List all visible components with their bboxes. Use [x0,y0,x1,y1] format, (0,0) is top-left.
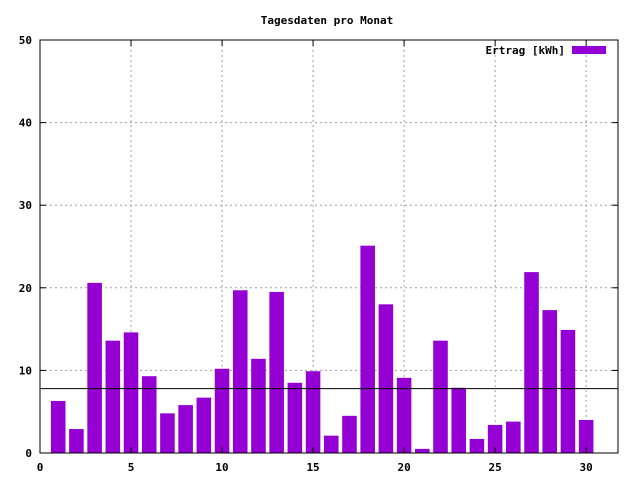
y-tick-label: 0 [25,447,32,460]
chart-title: Tagesdaten pro Monat [261,14,393,27]
x-tick-label: 30 [580,461,593,474]
bar [251,358,266,453]
bar [160,413,175,453]
bar [415,448,430,453]
bar [105,340,121,453]
bar [396,377,412,453]
bar [141,376,157,453]
bar [269,291,284,453]
x-tick-label: 10 [215,461,228,474]
bar [506,421,521,453]
bar [378,304,394,453]
bar [487,424,503,453]
legend: Ertrag [kWh] [486,44,606,57]
bar [196,397,212,453]
bar [542,310,558,453]
bar [178,405,193,453]
y-tick-label: 50 [19,34,32,47]
bar [87,282,102,453]
bar [360,245,375,453]
x-tick-label: 0 [37,461,44,474]
bar [578,419,594,453]
bar [287,382,303,453]
axes: 0 10 20 30 40 50 0 5 10 15 20 25 30 [19,34,619,474]
bar [433,340,448,453]
bar [50,400,66,453]
y-tick-label: 20 [19,282,32,295]
bar [123,332,139,453]
bar [560,329,576,453]
x-tick-label: 20 [397,461,410,474]
y-tick-label: 40 [19,117,32,130]
legend-label: Ertrag [kWh] [486,44,565,57]
y-tick-label: 30 [19,199,32,212]
y-tick-label: 10 [19,364,32,377]
bar [214,368,230,453]
bar [232,290,248,453]
x-tick-label: 15 [306,461,319,474]
bar [524,272,539,453]
x-tick-label: 25 [488,461,501,474]
bar [305,371,321,453]
x-tick-label: 5 [128,461,135,474]
bar [342,415,357,453]
legend-swatch [572,46,606,54]
bar [469,438,485,453]
bar [323,435,339,453]
bars [50,245,594,453]
bar [451,387,466,453]
bar [69,429,84,453]
grid [40,40,618,453]
plot-border [39,39,619,454]
